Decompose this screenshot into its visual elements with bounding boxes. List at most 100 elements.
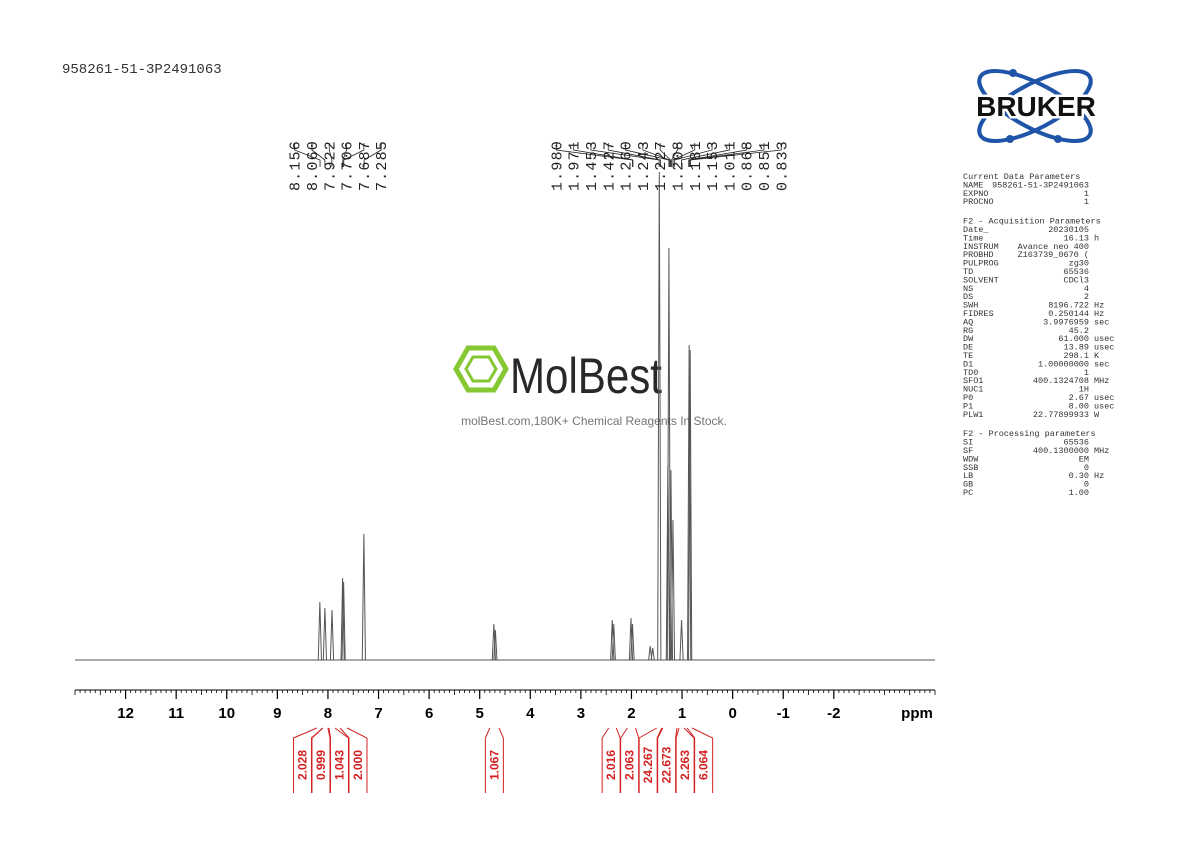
param-value: 1.00000000 — [1038, 359, 1089, 369]
peak-label: 1.227 — [653, 140, 670, 191]
spectrum-peak — [610, 619, 615, 661]
param-unit: sec — [1094, 317, 1109, 327]
param-value: 22.77899933 — [1033, 410, 1089, 420]
peak-leader — [294, 143, 321, 167]
logo-orbit — [977, 69, 1093, 143]
param-key: TE — [963, 351, 973, 361]
peak-label: 1.208 — [670, 140, 687, 191]
param-value: 45.2 — [1069, 326, 1089, 336]
peak-leader — [343, 143, 365, 167]
x-tick-label: 10 — [218, 705, 235, 722]
param-value: 0.30 — [1069, 471, 1089, 481]
spectrum-peak — [650, 647, 655, 661]
peak-label: 0.868 — [740, 140, 757, 191]
peak-label: 1.453 — [584, 140, 601, 191]
param-value: 0 — [1084, 463, 1089, 473]
logo-orbit — [977, 69, 1093, 143]
param-unit: usec — [1094, 393, 1114, 403]
param-unit: usec — [1094, 401, 1114, 411]
param-key: PC — [963, 488, 973, 498]
peak-leader — [672, 143, 696, 167]
integral-label: 2.063 — [623, 750, 637, 780]
param-unit: Hz — [1094, 471, 1104, 481]
x-tick-label: 7 — [374, 705, 382, 722]
peak-label: 8.060 — [305, 140, 322, 191]
param-key: AQ — [963, 317, 973, 327]
param-value: EM — [1079, 454, 1089, 464]
param-unit: W — [1094, 410, 1100, 420]
param-key: DW — [963, 334, 974, 344]
peak-label: 1.971 — [567, 140, 584, 191]
peak-leader — [328, 143, 333, 167]
param-value: 13.89 — [1063, 343, 1089, 353]
integral-label: 0.999 — [314, 750, 328, 780]
param-value: CDCl3 — [1063, 275, 1089, 285]
spectrum-peak — [666, 247, 672, 661]
peak-label: 0.851 — [757, 140, 774, 191]
peak-label: 7.687 — [357, 140, 374, 191]
spectrum-peak — [361, 533, 366, 661]
param-value: 16.13 — [1063, 233, 1089, 243]
peak-leader — [681, 143, 730, 167]
logo-dot — [1054, 135, 1062, 143]
param-key: PROBHD — [963, 250, 994, 260]
spectrum-peak — [329, 609, 335, 661]
param-value: 1.00 — [1069, 488, 1089, 498]
watermark-icon — [453, 345, 509, 393]
param-unit: usec — [1094, 343, 1114, 353]
param-value: 8196.722 — [1048, 301, 1089, 311]
logo-dot — [1006, 135, 1014, 143]
peak-leader — [590, 143, 660, 167]
param-key: D1 — [963, 359, 973, 369]
param-key: TD0 — [963, 368, 978, 378]
param-value: 3.9976959 — [1043, 317, 1089, 327]
param-value: 298.1 — [1063, 351, 1089, 361]
peak-label: 1.011 — [722, 140, 739, 191]
param-unit: K — [1094, 351, 1100, 361]
param-key: Date_ — [963, 225, 989, 235]
peak-label: 1.260 — [619, 140, 636, 191]
param-key: TD — [963, 267, 973, 277]
param-key: SWH — [963, 301, 978, 311]
minor-ticks — [74, 690, 936, 695]
peak-label: 0.833 — [774, 140, 791, 191]
integral-label: 24.267 — [641, 746, 655, 783]
param-key: NUC1 — [963, 385, 983, 395]
param-section-title: F2 - Acquisition Parameters — [963, 217, 1101, 227]
param-key: INSTRUM — [963, 242, 999, 252]
peak-leader — [690, 143, 782, 167]
param-value: 2.67 — [1069, 393, 1089, 403]
x-tick-label: -1 — [777, 705, 790, 722]
x-tick-label: 1 — [678, 705, 686, 722]
integral-label: 22.673 — [660, 746, 674, 783]
integral-bracket — [339, 727, 368, 793]
param-key: WDW — [963, 454, 979, 464]
param-value: 20230105 — [1048, 225, 1089, 235]
integral-label: 1.067 — [487, 750, 501, 780]
param-key: NS — [963, 284, 973, 294]
spectrum-peak — [322, 607, 328, 661]
x-tick-label: 0 — [728, 705, 736, 722]
param-section-title: F2 - Processing parameters — [963, 429, 1096, 439]
spectrum-peak — [679, 619, 684, 661]
x-tick-label: 3 — [577, 705, 585, 722]
integral-label: 6.064 — [697, 750, 711, 780]
peak-label: 1.153 — [705, 140, 722, 191]
param-section-title: Current Data Parameters — [963, 172, 1080, 182]
x-tick-label: 5 — [476, 705, 484, 722]
spectrum-peak — [628, 617, 634, 661]
param-key: EXPNO — [963, 189, 989, 199]
param-value: 1H — [1079, 385, 1089, 395]
logo-dot — [1009, 69, 1017, 77]
spectrum-peak — [340, 577, 345, 661]
peak-label: 7.922 — [322, 140, 339, 191]
peak-leader — [688, 143, 748, 167]
integral-label: 2.000 — [351, 750, 365, 780]
param-value: 0.250144 — [1048, 309, 1089, 319]
x-tick-label: -2 — [827, 705, 840, 722]
peak-label: 7.706 — [340, 140, 357, 191]
sample-title: 958261-51-3P2491063 — [62, 62, 222, 78]
param-value: 2 — [1084, 292, 1089, 302]
peak-leader — [555, 143, 633, 167]
param-value: 65536 — [1063, 438, 1089, 448]
